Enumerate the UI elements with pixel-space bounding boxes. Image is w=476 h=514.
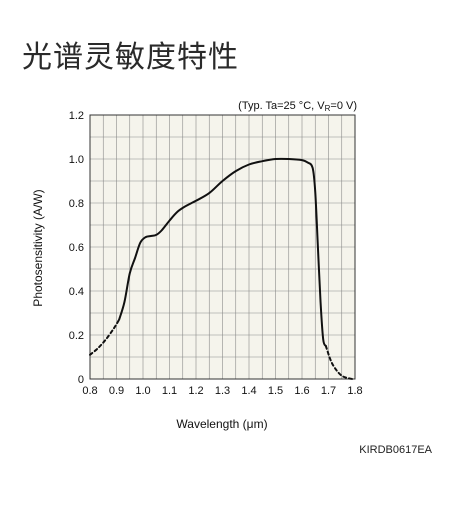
page-title: 光谱灵敏度特性 xyxy=(22,40,239,75)
y-axis-label: Photosensitivity (A/W) xyxy=(31,189,45,306)
y-tick-label: 0.6 xyxy=(69,242,84,254)
response-curve xyxy=(118,157,327,347)
plot-frame xyxy=(89,114,356,380)
x-tick-labels: 0.8 0.9 1.0 1.1 1.2 1.3 1.4 1.5 1.6 1.7 1.8 xyxy=(82,385,362,397)
series-layer xyxy=(89,157,354,380)
x-tick-label: 1.1 xyxy=(162,385,177,397)
x-tick-label: 1.0 xyxy=(135,385,150,397)
response-curve-dashed xyxy=(324,345,354,380)
x-tick-label: 1.4 xyxy=(241,385,256,397)
x-tick-label: 1.3 xyxy=(215,385,230,397)
x-tick-label: 0.8 xyxy=(82,385,97,397)
y-tick-label: 0.2 xyxy=(69,330,84,342)
x-tick-label: 1.5 xyxy=(268,385,283,397)
x-tick-label: 1.8 xyxy=(347,385,362,397)
horizontal-gridlines xyxy=(90,136,355,358)
response-curve-dashed xyxy=(89,318,121,356)
x-axis-label: Wavelength (μm) xyxy=(176,417,267,431)
y-tick-label: 1.0 xyxy=(69,154,84,166)
y-tick-label: 1.2 xyxy=(69,110,84,122)
x-tick-label: 1.7 xyxy=(321,385,336,397)
x-tick-label: 0.9 xyxy=(109,385,124,397)
y-tick-labels: 0 0.2 0.4 0.6 0.8 1.0 1.2 xyxy=(69,110,84,386)
y-tick-label: 0 xyxy=(78,374,84,386)
y-tick-label: 0.8 xyxy=(69,198,84,210)
x-tick-label: 1.6 xyxy=(294,385,309,397)
figure-code: KIRDB0617EA xyxy=(359,444,432,456)
conditions-annotation: (Typ. Ta=25 °C, VR=0 V) xyxy=(238,100,357,113)
y-tick-label: 0.4 xyxy=(69,286,84,298)
x-tick-label: 1.2 xyxy=(188,385,203,397)
